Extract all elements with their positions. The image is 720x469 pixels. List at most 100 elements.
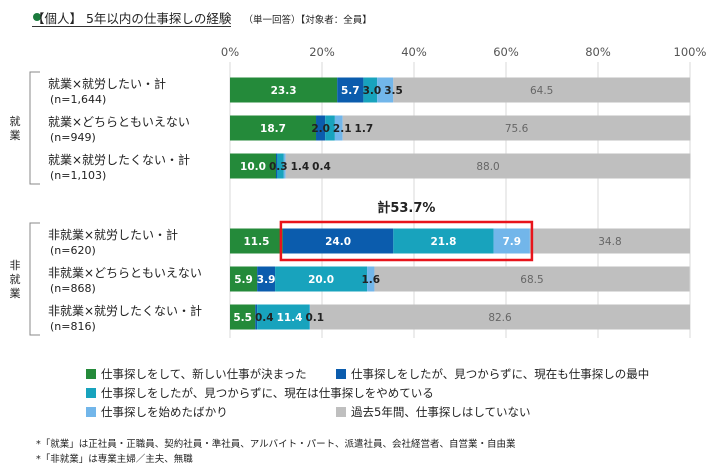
legend-swatch (86, 407, 96, 417)
bar-segment (337, 77, 364, 103)
data-label: 82.6 (488, 312, 512, 324)
note-1: *「就業」は正社員・正職員、契約社員・準社員、アルバイト・パート、派遣社員、会社… (36, 439, 516, 450)
legend-swatch (86, 369, 96, 379)
data-label: 20.0 (308, 274, 334, 286)
bar-segment (325, 115, 335, 141)
data-label: 0.1 (305, 312, 324, 324)
bar-segment (230, 77, 338, 103)
data-label: 0.4 (312, 161, 331, 173)
legend-item: 過去5年間、仕事探しはしていない (336, 404, 530, 420)
group-label: 就 (10, 272, 21, 286)
data-label: 5.5 (233, 312, 252, 324)
data-label: 23.3 (271, 85, 297, 97)
category-n: (n=1,644) (50, 93, 106, 106)
legend-item: 仕事探しを始めたばかり (86, 404, 228, 420)
data-label: 75.6 (505, 123, 529, 135)
title-main: 【個人】 5年以内の仕事探しの経験 (32, 11, 232, 27)
title-sub: （単一回答）【対象者：全員】 (243, 15, 372, 26)
data-label: 0.4 (255, 312, 274, 324)
data-label: 5.7 (341, 85, 360, 97)
bar-segment (393, 77, 690, 103)
data-label: 64.5 (530, 85, 553, 97)
x-tick-label: 100% (674, 45, 707, 59)
bar-segment (316, 115, 326, 141)
legend-item: 仕事探しをしたが、見つからずに、現在は仕事探しをやめている (86, 385, 434, 401)
bar-segment (230, 115, 317, 141)
bar-segment (493, 228, 530, 254)
bar-segment (275, 266, 368, 292)
bar-segment (393, 228, 494, 254)
data-label: 5.9 (234, 274, 253, 286)
data-label: 2.1 (333, 123, 352, 135)
data-label: 3.9 (257, 274, 276, 286)
bar-segment (230, 266, 258, 292)
data-label: 1.4 (291, 161, 310, 173)
legend-label: 過去5年間、仕事探しはしていない (351, 405, 531, 419)
bar-segment (283, 153, 286, 179)
bar-segment (277, 153, 284, 179)
legend-swatch (336, 407, 346, 417)
data-label: 3.0 (363, 85, 382, 97)
chart-title: 【個人】 5年以内の仕事探しの経験 （単一回答）【対象者：全員】 (32, 8, 372, 27)
category-label: 非就業×就労したい・計 (48, 227, 178, 242)
x-tick-label: 80% (585, 45, 611, 59)
data-label: 18.7 (260, 123, 286, 135)
bar-segment (334, 115, 343, 141)
annotation-label: 計53.7% (377, 200, 435, 216)
legend-swatch (336, 369, 346, 379)
bar-segment (377, 77, 394, 103)
bar-segment (310, 304, 690, 330)
legend-label: 仕事探しを始めたばかり (101, 405, 228, 419)
bar-segment (529, 228, 690, 254)
bar-segment (276, 153, 278, 179)
data-label: 11.4 (277, 312, 303, 324)
data-label: 2.0 (311, 123, 330, 135)
data-label: 3.5 (384, 85, 403, 97)
data-label: 68.5 (520, 274, 543, 286)
group-bracket (29, 71, 40, 185)
data-label: 1.6 (361, 274, 380, 286)
legend-item: 仕事探しをしたが、見つからずに、現在も仕事探しの最中 (336, 366, 649, 382)
note-2: *「非就業」は専業主婦／主夫、無職 (36, 454, 193, 465)
bar-segment (230, 304, 256, 330)
highlight-box (279, 220, 534, 262)
group-label: 業 (10, 287, 21, 300)
category-n: (n=620) (50, 244, 96, 257)
data-label: 11.5 (243, 236, 269, 248)
data-label: 21.8 (430, 236, 456, 248)
category-n: (n=1,103) (50, 169, 106, 182)
data-label: 0.3 (269, 161, 288, 173)
category-n: (n=949) (50, 131, 96, 144)
group-label: 非 (10, 259, 21, 272)
data-label: 7.9 (502, 236, 521, 248)
category-label: 就業×就労したい・計 (48, 76, 166, 91)
category-label: 非就業×就労したくない・計 (48, 303, 202, 318)
category-label: 就業×就労したくない・計 (48, 152, 190, 167)
bullet-icon (33, 13, 41, 21)
x-tick-label: 40% (401, 45, 427, 59)
data-label: 1.7 (355, 123, 374, 135)
bar-segment (282, 228, 394, 254)
bar-segment (285, 153, 691, 179)
legend-swatch (86, 388, 96, 398)
x-tick-label: 20% (309, 45, 335, 59)
category-label: 非就業×どちらともいえない (48, 266, 202, 280)
x-tick-label: 60% (493, 45, 519, 59)
bar-segment (374, 266, 690, 292)
bar-segment (230, 153, 276, 179)
bar-segment (367, 266, 375, 292)
legend-item: 仕事探しをして、新しい仕事が決まった (86, 366, 307, 382)
legend-label: 仕事探しをして、新しい仕事が決まった (101, 367, 307, 381)
data-label: 10.0 (240, 161, 266, 173)
bar-segment (230, 228, 283, 254)
bar-segment (257, 266, 276, 292)
group-label: 業 (10, 129, 21, 142)
category-n: (n=868) (50, 282, 96, 295)
data-label: 24.0 (325, 236, 351, 248)
category-label: 就業×どちらともいえない (48, 115, 190, 129)
bar-segment (257, 304, 310, 330)
bar-segment (342, 115, 691, 141)
data-label: 88.0 (476, 161, 499, 173)
bar-segment (255, 304, 258, 330)
